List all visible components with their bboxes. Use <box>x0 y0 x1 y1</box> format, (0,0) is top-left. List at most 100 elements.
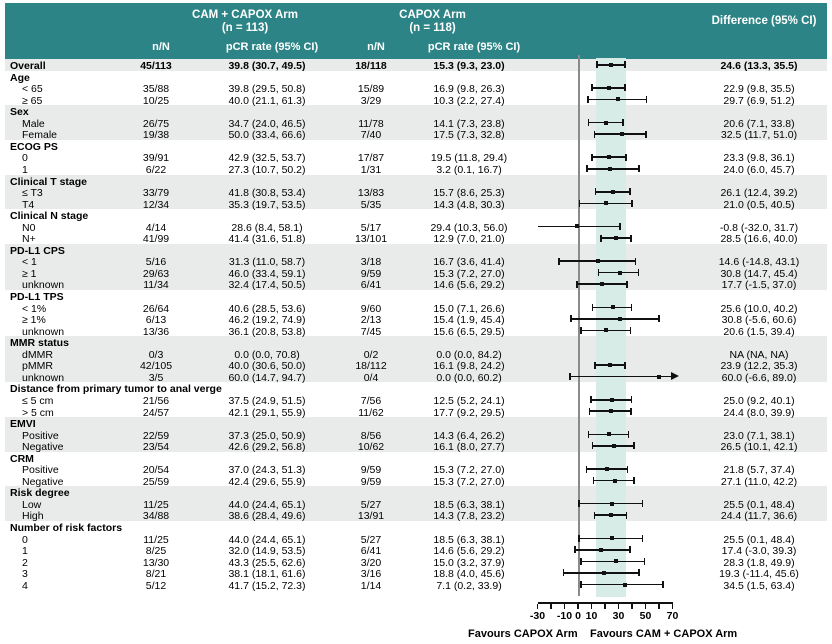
cell-pcr-rate-capox: 18.5 (6.3, 38.1) <box>433 498 505 511</box>
cell-difference: 24.4 (8.0, 39.9) <box>723 406 795 419</box>
cell-difference: 24.0 (6.0, 45.7) <box>723 163 795 176</box>
row-stripe <box>5 521 827 591</box>
table-row: 1 8/25 32.0 (14.9, 53.5) 6/41 14.6 (5.6, 29.… <box>0 544 832 558</box>
table-row: ≤ T3 33/79 41.8 (30.8, 53.4) 13/83 15.7 (8.6… <box>0 186 832 200</box>
row-label: Clinical T stage <box>10 175 88 188</box>
cell-pcr-rate-cam-capox: 42.6 (29.2, 56.8) <box>228 441 306 454</box>
row-label: Sex <box>10 106 29 119</box>
table-row: 1 6/22 27.3 (10.7, 50.2) 1/31 3.2 (0.1, 16.7… <box>0 163 832 177</box>
cell-pcr-rate-capox: 12.9 (7.0, 21.0) <box>433 233 505 246</box>
cell-pcr-rate-capox: 15.6 (6.5, 29.5) <box>433 325 505 338</box>
cell-nn-capox: 9/60 <box>360 302 382 315</box>
subheader-nn-capox: n/N <box>367 41 385 53</box>
cell-pcr-rate-capox: 16.7 (3.6, 41.4) <box>433 256 505 269</box>
cell-nn-cam-capox: 11/25 <box>143 533 169 546</box>
row-label: > 5 cm <box>22 406 54 419</box>
table-row: unknown 13/36 36.1 (20.8, 53.8) 7/45 15.6 (6… <box>0 325 832 339</box>
header-group-title: Difference (95% CI) <box>711 15 817 27</box>
cell-nn-cam-capox: 0/3 <box>148 348 164 361</box>
cell-nn-cam-capox: 13/36 <box>142 325 170 338</box>
cell-nn-cam-capox: 41/99 <box>142 233 170 246</box>
cell-nn-capox: 8/56 <box>360 429 382 442</box>
cell-difference: 30.8 (14.7, 45.4) <box>720 267 798 280</box>
x-axis-tick-label: 70 <box>666 610 679 623</box>
cell-pcr-rate-cam-capox: 40.0 (21.1, 61.3) <box>228 94 306 107</box>
cell-nn-capox: 3/20 <box>360 556 382 569</box>
cell-pcr-rate-cam-capox: 35.3 (19.7, 53.5) <box>228 198 306 211</box>
favours-cam-capox-label: Favours CAM + CAPOX Arm <box>590 628 738 641</box>
row-label: < 1% <box>22 302 47 315</box>
cell-nn-capox: 18/112 <box>355 360 387 373</box>
cell-nn-cam-capox: 25/59 <box>142 475 170 488</box>
cell-pcr-rate-capox: 18.5 (6.3, 38.1) <box>433 533 505 546</box>
row-label: ECOG PS <box>10 140 58 153</box>
table-row: Negative 23/54 42.6 (29.2, 56.8) 10/62 16.1 … <box>0 440 832 454</box>
cell-nn-cam-capox: 11/25 <box>143 498 169 511</box>
row-stripe <box>5 174 827 210</box>
row-label: unknown <box>22 325 65 338</box>
cell-nn-cam-capox: 29/63 <box>142 267 170 280</box>
table-row: unknown 3/5 60.0 (14.7, 94.7) 0/4 0.0 (0.0, … <box>0 371 832 385</box>
cell-pcr-rate-cam-capox: 42.4 (29.6, 55.9) <box>228 475 306 488</box>
cell-nn-cam-capox: 35/88 <box>142 83 170 96</box>
table-row: N0 4/14 28.6 (8.4, 58.1) 5/17 29.4 (10.3, 56… <box>0 221 832 235</box>
subgroup-header-row: Age <box>0 71 832 85</box>
row-label: MMR status <box>10 337 69 350</box>
cell-difference: 19.3 (-11.4, 45.6) <box>719 568 799 581</box>
row-label: Age <box>10 71 30 84</box>
cell-difference: 21.0 (0.5, 40.5) <box>723 198 795 211</box>
cell-nn-cam-capox: 21/56 <box>142 394 170 407</box>
cell-difference: 32.5 (11.7, 51.0) <box>720 129 798 142</box>
cell-difference: 20.6 (1.5, 39.4) <box>723 325 795 338</box>
cell-pcr-rate-capox: 10.3 (2.2, 27.4) <box>433 94 505 107</box>
cell-nn-capox: 10/62 <box>357 441 385 454</box>
cell-pcr-rate-cam-capox: 34.7 (24.0, 46.5) <box>228 117 306 130</box>
row-label: PD-L1 TPS <box>10 291 64 303</box>
cell-pcr-rate-cam-capox: 37.0 (24.3, 51.3) <box>228 464 306 477</box>
row-stripe <box>5 209 827 244</box>
row-label: dMMR <box>22 348 53 361</box>
row-label: 1 <box>22 545 28 558</box>
cell-nn-capox: 9/59 <box>360 464 382 477</box>
cell-nn-capox: 7/40 <box>360 129 382 142</box>
cell-pcr-rate-capox: 16.1 (8.0, 27.7) <box>433 441 505 454</box>
cell-nn-capox: 13/101 <box>354 233 388 246</box>
cell-pcr-rate-cam-capox: 39.8 (30.7, 49.5) <box>228 60 306 72</box>
row-label: Overall <box>10 60 46 72</box>
cell-nn-capox: 2/13 <box>360 314 382 327</box>
cell-pcr-rate-capox: 7.1 (0.2, 33.9) <box>436 579 502 592</box>
cell-pcr-rate-cam-capox: 28.6 (8.4, 58.1) <box>231 221 303 234</box>
cell-pcr-rate-capox: 14.3 (6.4, 26.2) <box>433 429 505 442</box>
cell-difference: NA (NA, NA) <box>729 348 789 361</box>
table-row: Negative 25/59 42.4 (29.6, 55.9) 9/59 15.3 (… <box>0 475 832 489</box>
cell-pcr-rate-cam-capox: 44.0 (24.4, 65.1) <box>228 498 306 511</box>
row-label: Risk degree <box>10 487 70 500</box>
cell-pcr-rate-cam-capox: 32.4 (17.4, 50.5) <box>228 279 306 292</box>
cell-pcr-rate-capox: 15.7 (8.6, 25.3) <box>433 187 505 200</box>
cell-pcr-rate-cam-capox: 41.4 (31.6, 51.8) <box>228 233 306 246</box>
row-label: N0 <box>22 221 36 234</box>
row-stripe <box>5 382 827 418</box>
cell-pcr-rate-capox: 15.3 (9.3, 23.0) <box>433 60 505 72</box>
cell-pcr-rate-cam-capox: 37.3 (25.0, 50.9) <box>228 429 306 442</box>
cell-pcr-rate-capox: 14.6 (5.6, 29.2) <box>433 279 505 292</box>
cell-pcr-rate-cam-capox: 36.1 (20.8, 53.8) <box>228 325 306 338</box>
cell-nn-capox: 9/59 <box>360 475 382 488</box>
row-label: ≤ T3 <box>22 187 43 200</box>
cell-pcr-rate-cam-capox: 46.2 (19.2, 74.9) <box>228 314 306 327</box>
cell-pcr-rate-cam-capox: 27.3 (10.7, 50.2) <box>228 163 306 176</box>
row-label: 3 <box>22 568 28 581</box>
cell-difference: 28.5 (16.6, 40.0) <box>720 233 798 246</box>
row-label: Clinical N stage <box>10 210 89 223</box>
cell-nn-capox: 7/56 <box>360 394 382 407</box>
cell-nn-cam-capox: 20/54 <box>142 464 170 477</box>
cell-pcr-rate-capox: 15.3 (7.2, 27.0) <box>433 267 505 280</box>
cell-pcr-rate-capox: 16.9 (9.8, 26.3) <box>433 83 505 96</box>
cell-nn-cam-capox: 4/14 <box>145 221 167 234</box>
x-axis-tick <box>536 603 539 609</box>
table-row: T4 12/34 35.3 (19.7, 53.5) 5/35 14.3 (4.8, 3… <box>0 198 832 212</box>
cell-nn-cam-capox: 11/34 <box>143 279 169 292</box>
subheader-pcr-rate-cam-capox: pCR rate (95% CI) <box>225 41 319 53</box>
cell-nn-capox: 5/17 <box>360 221 382 234</box>
